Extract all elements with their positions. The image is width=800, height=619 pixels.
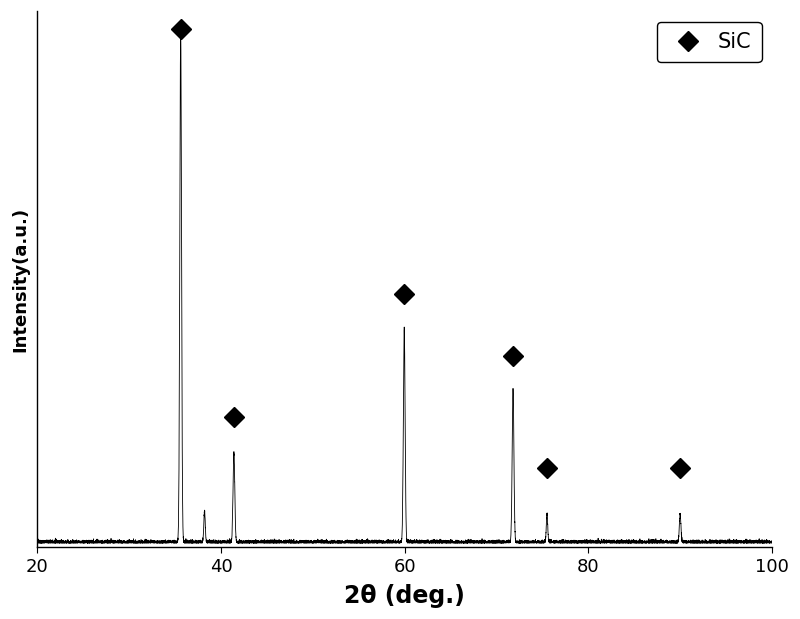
Y-axis label: Intensity(a.u.): Intensity(a.u.) bbox=[11, 207, 29, 352]
X-axis label: 2θ (deg.): 2θ (deg.) bbox=[344, 584, 465, 608]
Legend: SiC: SiC bbox=[657, 22, 762, 63]
